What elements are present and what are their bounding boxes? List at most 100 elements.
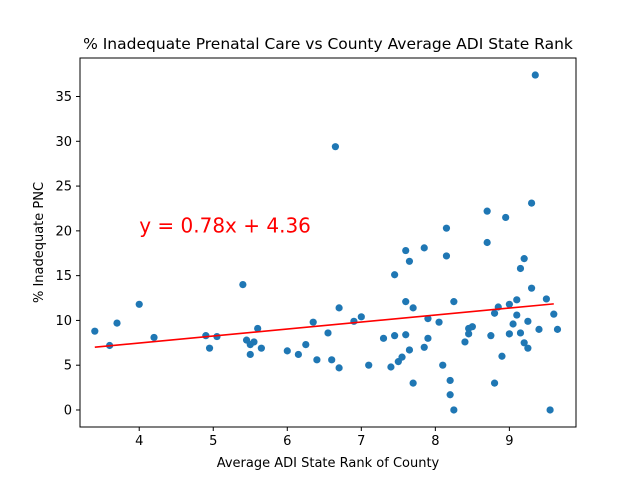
- x-tick-label: 7: [357, 434, 365, 449]
- regression-line-layer: [94, 303, 554, 348]
- data-point: [324, 329, 332, 337]
- data-point: [446, 391, 454, 399]
- data-point: [202, 332, 210, 340]
- x-axis-label: Average ADI State Rank of County: [217, 456, 440, 471]
- x-tick-label: 6: [283, 434, 291, 449]
- data-point: [553, 325, 562, 333]
- data-point: [335, 304, 343, 312]
- data-point: [468, 323, 476, 331]
- regression-line: [94, 303, 554, 348]
- data-point: [409, 379, 417, 387]
- data-point: [205, 344, 214, 352]
- x-tick-label: 8: [431, 434, 439, 449]
- y-tick-label: 30: [55, 135, 72, 150]
- data-point: [450, 298, 458, 306]
- y-tick-label: 25: [55, 180, 72, 195]
- data-point: [490, 379, 499, 387]
- data-point: [331, 143, 340, 151]
- data-point: [283, 347, 291, 355]
- data-point: [402, 331, 410, 339]
- data-point: [487, 332, 495, 340]
- data-point: [250, 338, 258, 346]
- data-point: [91, 327, 99, 335]
- data-point: [546, 406, 554, 414]
- axes: 4 5 6 7 8 9 0 5 10 15 20 25 30 35: [55, 57, 577, 449]
- data-point: [524, 344, 532, 352]
- data-point: [461, 338, 469, 346]
- plot-frame: [79, 57, 577, 428]
- data-point: [442, 252, 451, 260]
- data-point: [439, 361, 447, 369]
- data-point: [516, 264, 525, 273]
- data-point: [350, 317, 358, 325]
- data-point: [424, 315, 432, 323]
- regression-equation-annotation: y = 0.78x + 4.36: [139, 214, 311, 238]
- data-point: [335, 364, 343, 372]
- data-point: [379, 334, 388, 342]
- data-point: [402, 298, 410, 306]
- data-point: [391, 332, 399, 340]
- data-point: [113, 319, 121, 327]
- data-point: [420, 244, 428, 252]
- data-point: [150, 333, 158, 342]
- data-point: [135, 300, 143, 308]
- data-point: [254, 324, 262, 333]
- data-point: [294, 350, 302, 359]
- data-point: [513, 296, 521, 304]
- data-point: [520, 255, 528, 263]
- data-point: [483, 238, 491, 247]
- data-point: [402, 246, 410, 255]
- data-point: [531, 71, 539, 79]
- y-tick-label: 0: [64, 403, 72, 418]
- y-tick-label: 15: [55, 269, 72, 284]
- data-point: [328, 356, 336, 364]
- data-point: [424, 334, 432, 342]
- data-point: [405, 346, 414, 354]
- data-point: [446, 376, 454, 385]
- data-point: [550, 310, 558, 318]
- data-point: [535, 325, 543, 333]
- data-point: [313, 356, 321, 364]
- data-point: [524, 317, 532, 325]
- data-point: [257, 344, 265, 352]
- y-axis-label: % Inadequate PNC: [32, 182, 47, 303]
- data-point: [387, 363, 395, 371]
- data-point: [357, 313, 365, 321]
- data-points: [91, 71, 562, 414]
- x-tick-label: 9: [505, 434, 513, 449]
- data-point: [483, 207, 491, 215]
- data-point: [450, 406, 458, 414]
- data-point: [420, 343, 428, 351]
- y-tick-label: 35: [55, 90, 72, 105]
- data-point: [502, 213, 510, 222]
- data-point: [516, 329, 525, 337]
- x-tick-label: 4: [135, 434, 143, 449]
- data-point: [398, 353, 406, 361]
- y-tick-label: 10: [55, 314, 72, 329]
- data-point: [309, 318, 317, 326]
- chart-title: % Inadequate Prenatal Care vs County Ave…: [83, 35, 573, 53]
- data-point: [498, 352, 506, 360]
- data-point: [435, 318, 443, 326]
- data-point: [513, 311, 521, 319]
- data-point: [505, 330, 513, 338]
- data-point: [505, 300, 513, 308]
- data-point: [442, 224, 451, 232]
- data-point: [527, 284, 536, 292]
- y-tick-label: 20: [55, 224, 72, 239]
- x-tick-label: 5: [209, 434, 217, 449]
- data-point: [465, 330, 473, 338]
- y-tick-label: 5: [64, 359, 72, 374]
- data-point: [520, 339, 528, 347]
- data-point: [490, 309, 499, 317]
- data-point: [542, 295, 550, 303]
- data-point: [405, 257, 414, 265]
- data-point: [391, 271, 399, 279]
- data-point: [246, 350, 254, 359]
- data-point: [239, 280, 247, 289]
- data-point: [302, 341, 310, 349]
- data-point: [527, 199, 536, 207]
- data-point: [365, 361, 373, 369]
- data-point: [509, 320, 517, 328]
